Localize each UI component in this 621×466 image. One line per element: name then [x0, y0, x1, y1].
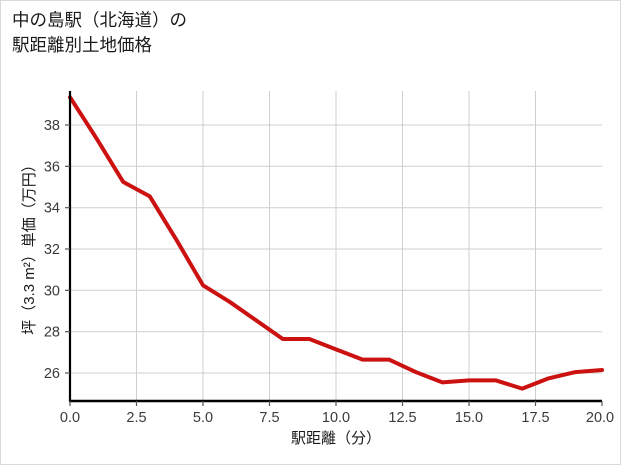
y-tick-labels: 26 28 30 32 34 36 38 [44, 118, 60, 382]
x-tick-marks [69, 401, 603, 406]
y-tick-label-26: 26 [44, 366, 60, 382]
x-tick-label-8: 20.0 [586, 410, 614, 426]
x-tick-labels: 0.0 2.5 5.0 7.5 10.0 12.5 15.0 17.5 20.0 [60, 410, 614, 426]
y-tick-label-30: 30 [44, 283, 60, 299]
y-tick-label-36: 36 [44, 159, 60, 175]
x-tick-label-6: 15.0 [455, 410, 483, 426]
x-tick-label-7: 17.5 [521, 410, 549, 426]
x-tick-label-5: 12.5 [388, 410, 416, 426]
x-tick-label-1: 2.5 [126, 410, 146, 426]
chart-title: 中の島駅（北海道）の 駅距離別土地価格 [12, 10, 187, 55]
data-series-line [68, 95, 604, 391]
x-gridlines [136, 91, 536, 401]
y-tick-label-28: 28 [44, 325, 60, 341]
y-tick-marks [65, 124, 70, 374]
y-axis-title: 坪（3.3 m²）単価（万円） [21, 157, 38, 335]
x-tick-label-3: 7.5 [259, 410, 279, 426]
x-tick-label-4: 10.0 [322, 410, 350, 426]
x-tick-label-2: 5.0 [193, 410, 213, 426]
y-tick-label-32: 32 [44, 242, 60, 258]
x-tick-label-0: 0.0 [60, 410, 80, 426]
y-tick-label-34: 34 [44, 201, 60, 217]
x-axis-title: 駅距離（分） [291, 429, 381, 447]
y-tick-label-38: 38 [44, 118, 60, 134]
